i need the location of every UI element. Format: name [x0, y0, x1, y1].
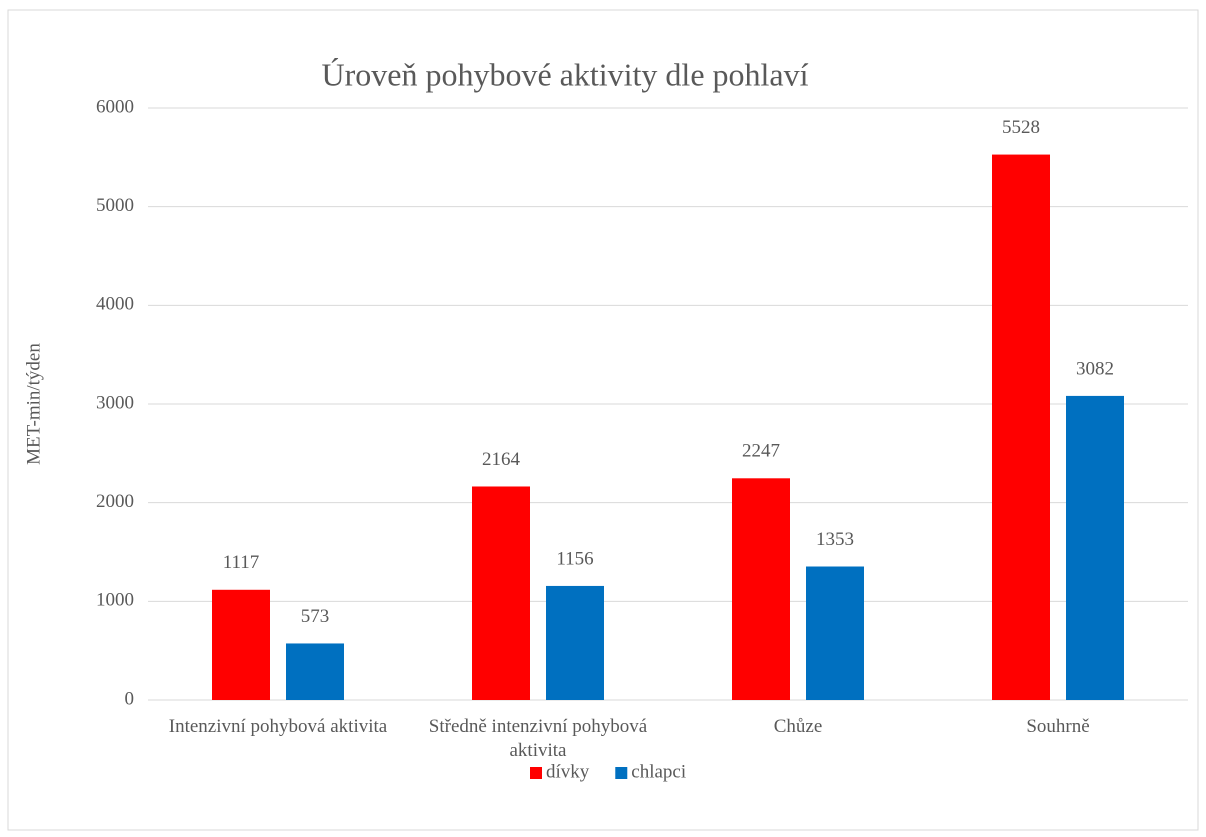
data-label: 1117 — [223, 552, 260, 573]
bar — [546, 585, 604, 700]
bar — [212, 589, 270, 700]
legend-label: chlapci — [631, 761, 686, 782]
data-label: 1156 — [556, 548, 593, 569]
y-tick-label: 3000 — [96, 392, 134, 413]
data-label: 3082 — [1076, 358, 1114, 379]
bar — [286, 643, 344, 700]
y-tick-label: 5000 — [96, 195, 134, 216]
chart-title: Úroveň pohybové aktivity dle pohlaví — [321, 56, 808, 92]
x-tick-label: Středně intenzivní pohybová aktivita — [428, 716, 648, 761]
data-label: 2247 — [742, 441, 780, 462]
legend-label: dívky — [546, 761, 590, 782]
bar — [806, 566, 864, 700]
bar — [472, 486, 530, 700]
y-tick-label: 4000 — [96, 294, 134, 315]
y-axis-label: MET-min/týden — [23, 343, 44, 465]
data-label: 573 — [301, 606, 330, 627]
y-tick-label: 6000 — [96, 96, 134, 117]
y-tick-label: 1000 — [96, 590, 134, 611]
data-label: 5528 — [1002, 117, 1040, 138]
x-tick-label: Souhrně — [1026, 716, 1090, 737]
data-label: 2164 — [482, 449, 521, 470]
bar — [992, 154, 1050, 700]
bar — [1066, 395, 1124, 700]
legend-swatch — [530, 767, 542, 779]
x-tick-label: Intenzivní pohybová aktivita — [168, 716, 388, 737]
y-tick-label: 0 — [125, 688, 135, 709]
y-tick-label: 2000 — [96, 491, 134, 512]
x-tick-label: Chůze — [773, 716, 823, 737]
bar — [732, 478, 790, 700]
data-label: 1353 — [816, 529, 854, 550]
legend-swatch — [615, 767, 628, 779]
